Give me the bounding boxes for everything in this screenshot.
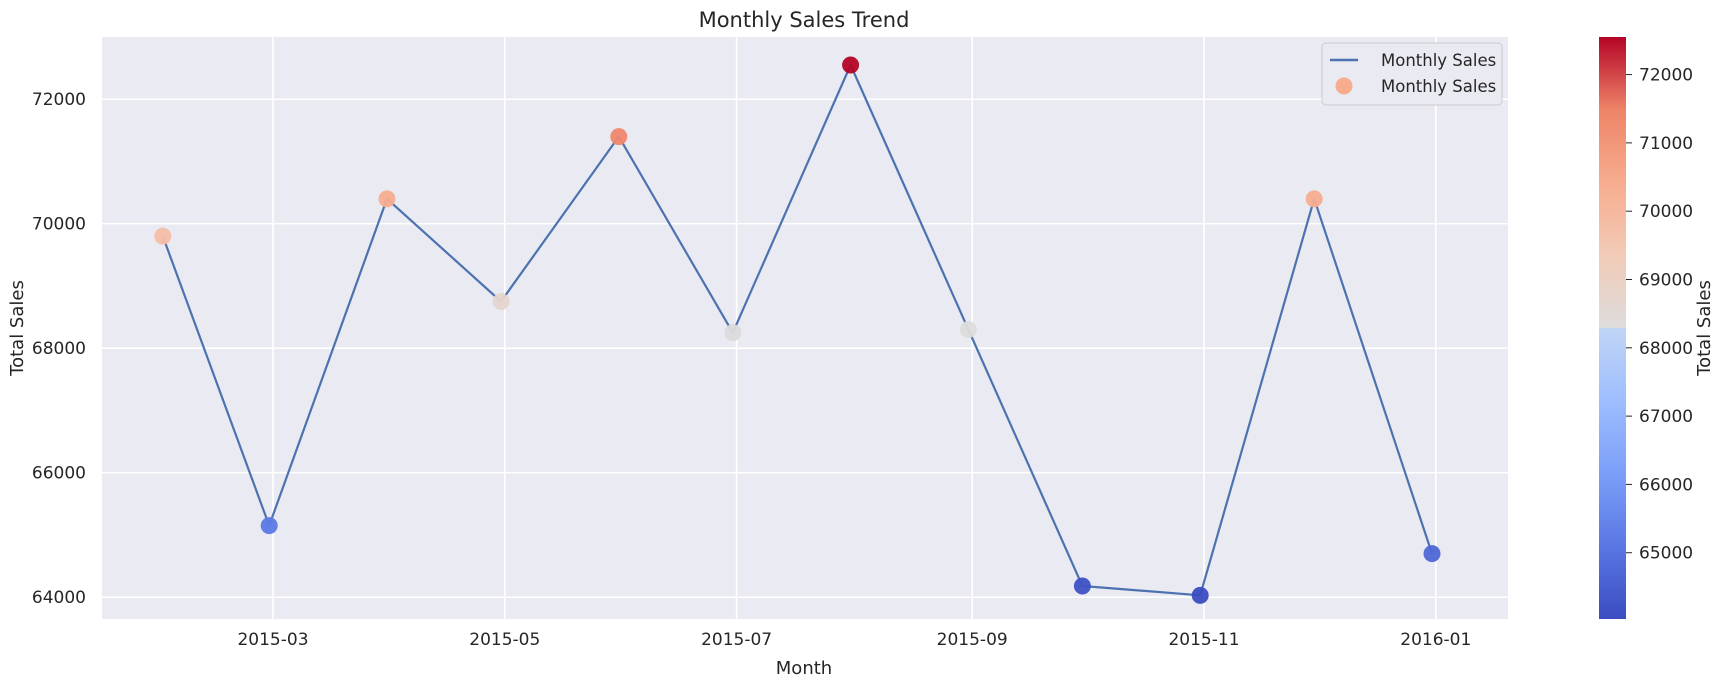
data-point — [1191, 586, 1209, 604]
colorbar: 65000 66000 67000 68000 69000 70000 71000 72000… — [1599, 37, 1713, 619]
colorbar-ticks: 65000 66000 67000 68000 69000 70000 71000 72000 — [1626, 66, 1693, 564]
colorbar-tick-label: 72000 — [1639, 66, 1693, 86]
plot-area — [102, 37, 1508, 619]
series-scatter-monthly-sales — [154, 56, 1441, 604]
data-point — [724, 324, 742, 342]
x-tick-label: 2015-11 — [1168, 630, 1239, 650]
data-point — [260, 517, 278, 535]
data-point — [1073, 577, 1091, 595]
colorbar-tick-label: 70000 — [1639, 202, 1693, 222]
y-axis-label: Total Sales — [7, 280, 28, 377]
colorbar-tick-label: 71000 — [1639, 134, 1693, 154]
legend-marker-swatch — [1335, 77, 1353, 95]
colorbar-label: Total Sales — [1694, 280, 1713, 377]
colorbar-gradient — [1599, 37, 1626, 619]
y-axis-ticks: 64000 66000 68000 70000 72000 — [32, 90, 86, 608]
series-line-path — [161, 63, 1434, 597]
colorbar-tick-label: 67000 — [1639, 407, 1693, 427]
y-tick-label: 68000 — [32, 339, 86, 359]
x-tick-label: 2015-05 — [469, 630, 540, 650]
y-tick-label: 70000 — [32, 215, 86, 235]
data-point — [154, 227, 172, 245]
series-line-monthly-sales — [161, 63, 1434, 597]
colorbar-tick-label: 68000 — [1639, 339, 1693, 359]
data-point — [959, 321, 977, 339]
x-tick-label: 2015-03 — [237, 630, 308, 650]
y-tick-label: 72000 — [32, 90, 86, 110]
data-point — [610, 128, 628, 146]
data-point — [842, 56, 860, 74]
x-axis-ticks: 2015-03 2015-05 2015-07 2015-09 2015-11 2016-… — [237, 630, 1471, 650]
colorbar-tick-label: 66000 — [1639, 475, 1693, 495]
data-point — [1305, 190, 1323, 208]
chart-title: Monthly Sales Trend — [699, 8, 910, 32]
y-tick-label: 64000 — [32, 588, 86, 608]
data-point — [1423, 545, 1441, 563]
x-tick-label: 2015-07 — [701, 630, 772, 650]
colorbar-tick-label: 65000 — [1639, 544, 1693, 564]
data-point — [492, 293, 510, 311]
x-tick-label: 2015-09 — [937, 630, 1008, 650]
x-axis-label: Month — [776, 658, 832, 679]
grid-lines — [102, 37, 1508, 619]
legend: Monthly Sales Monthly Sales — [1321, 42, 1503, 106]
colorbar-tick-label: 69000 — [1639, 271, 1693, 291]
legend-label-line: Monthly Sales — [1381, 51, 1496, 70]
legend-label-scatter: Monthly Sales — [1381, 77, 1496, 96]
x-tick-label: 2016-01 — [1400, 630, 1471, 650]
y-tick-label: 66000 — [32, 464, 86, 484]
data-point — [378, 190, 396, 208]
legend-box — [1321, 42, 1503, 106]
